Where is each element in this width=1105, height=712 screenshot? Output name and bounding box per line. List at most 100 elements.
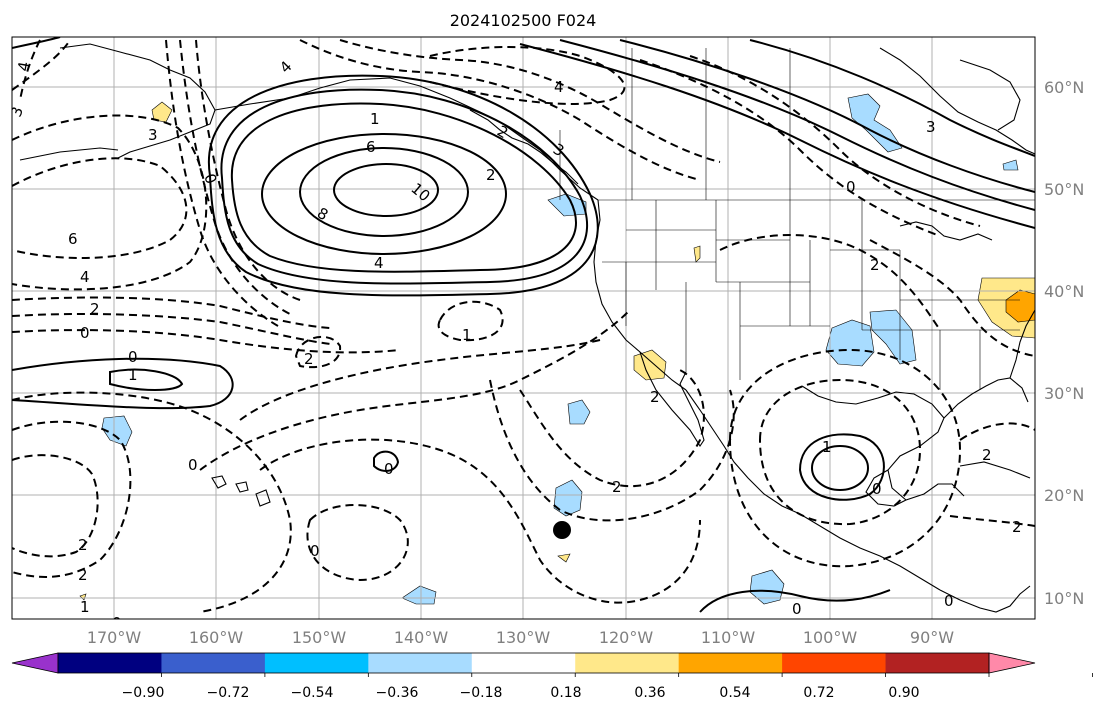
- contour-label: 2: [486, 166, 496, 184]
- colorbar-outline: [57, 652, 990, 674]
- contour-label: 1: [80, 598, 90, 616]
- contour-label: 2: [78, 566, 88, 584]
- lat-tick-label: 30°N: [1044, 384, 1084, 403]
- contour-neg-canada-4: [429, 46, 626, 105]
- blue-patch-baja-west: [567, 399, 591, 425]
- coast-central-america: [939, 585, 1031, 613]
- contour-neg-east-pac-2: [519, 369, 705, 488]
- contour-label: 2: [90, 300, 100, 318]
- colorbar-tick-label: 0.18: [550, 685, 581, 701]
- contour-neg-west-0: [12, 329, 401, 354]
- contour-label: 6: [366, 138, 376, 156]
- contour-label: 0: [944, 592, 954, 610]
- contour-neg-hawaii-1: [12, 391, 292, 613]
- contour-label: 0: [872, 480, 882, 498]
- lon-tick-labels: 170°W 160°W 150°W 140°W 130°W 120°W 110°…: [87, 628, 954, 647]
- contour-neg-south-2: [259, 438, 701, 604]
- colorbar-tick-label: −0.18: [460, 685, 503, 701]
- colorbar-segment: [678, 653, 783, 673]
- contour-neg-hawaii-3: [12, 454, 99, 558]
- contour-high-10: [333, 163, 439, 217]
- lon-tick-label: 120°W: [599, 628, 654, 647]
- contour-neg-east-us-2: [719, 234, 941, 331]
- map-panel: 4 3 3 0 4 6 8 10 4 1 3 2 2 3 0 4 6 4 2 0…: [12, 37, 1035, 619]
- contour-gulf-low: [798, 433, 885, 501]
- contour-neg-gulf-1: [758, 378, 922, 526]
- coast-alaska: [59, 43, 216, 159]
- map-frame: [11, 36, 1036, 620]
- contour-label: 2: [870, 256, 880, 274]
- blue-patch-east-pacific: [553, 479, 583, 517]
- contour-neg-trough-3: [165, 39, 279, 327]
- contour-neg-south-1: [306, 504, 409, 582]
- lon-tick-label: 90°W: [910, 628, 954, 647]
- contour-neg-caribbean-2: [949, 515, 1035, 527]
- yellow-patch-small-1: [557, 553, 571, 563]
- contour-neg-gulf-2: [728, 348, 962, 568]
- contour-small-0: [373, 450, 400, 472]
- colorbar-tick-label: −0.36: [376, 685, 419, 701]
- colorbar-tick-label: 0.36: [634, 685, 665, 701]
- contour-high-2: [207, 74, 599, 297]
- lat-tick-label: 60°N: [1044, 78, 1084, 97]
- colorbar-tick-labels: −0.90 −0.72 −0.54 −0.36 −0.18 0.18 0.36 …: [122, 685, 920, 701]
- contour-label: 2: [304, 350, 314, 368]
- colorbar-segment: [368, 653, 473, 673]
- contour-neg-gulf-ak: [299, 39, 701, 181]
- contour-neg-west-1: [12, 313, 331, 345]
- lon-tick-label: 110°W: [701, 628, 756, 647]
- lon-tick-label: 160°W: [189, 628, 244, 647]
- contour-label: 4: [374, 254, 384, 272]
- coast-aleutians: [19, 147, 119, 161]
- contour-label: 0: [384, 460, 394, 478]
- lon-tick-label: 140°W: [394, 628, 449, 647]
- lat-tick-labels: 60°N 50°N 40°N 30°N 20°N 10°N: [1044, 78, 1084, 608]
- lat-tick-label: 50°N: [1044, 180, 1084, 199]
- contour-neg-west-2: [12, 296, 331, 329]
- coast-gulf: [801, 385, 965, 501]
- contour-neg-gulf-ak-2: [339, 39, 721, 163]
- contour-label: 1: [462, 326, 472, 344]
- contour-neg-pac-2: [294, 336, 342, 369]
- contour-high-4: [230, 102, 577, 273]
- contour-neg-east-pac-0: [489, 379, 735, 522]
- contour-neg-alaska-4: [19, 39, 41, 101]
- coast-hawaii-1: [211, 475, 227, 489]
- map-title: 2024102500 F024: [450, 11, 597, 30]
- lat-tick-label: 40°N: [1044, 282, 1084, 301]
- blue-patch-central-us-2: [869, 309, 917, 365]
- contour-neg-trough-2: [179, 39, 291, 315]
- contour-ne-3: [619, 39, 1035, 193]
- blue-patch-hudson: [1002, 159, 1019, 171]
- contour-neg-alaska-3: [12, 39, 71, 91]
- coast-great-lakes: [899, 221, 993, 241]
- contour-neg-trough-1: [195, 39, 301, 301]
- blue-patch-pacnw: [547, 193, 587, 217]
- coast-canada-east: [879, 47, 1035, 155]
- colorbar-segment: [58, 653, 162, 673]
- colorbar-extend-high: [988, 652, 1036, 674]
- orange-patch-east-coast: [1005, 289, 1035, 323]
- contour-label: 4: [80, 268, 90, 286]
- contour-labels: 4 3 3 0 4 6 8 10 4 1 3 2 2 3 0 4 6 4 2 0…: [12, 57, 1022, 619]
- contour-label: 0: [80, 324, 90, 342]
- contour-gulf-inner: [811, 445, 869, 491]
- contour-label: 3: [148, 126, 158, 144]
- colorbar-tick-label: −0.90: [122, 685, 165, 701]
- lon-tick-label: 100°W: [803, 628, 858, 647]
- lat-tick-label: 20°N: [1044, 486, 1084, 505]
- contour-label: 1: [128, 366, 138, 384]
- contour-neg-mid-2: [199, 309, 631, 471]
- colorbar-tick-label: 0.72: [803, 685, 834, 701]
- contour-label: 2: [78, 536, 88, 554]
- colorbar-tick-label: 0.54: [719, 685, 750, 701]
- storm-marker: [553, 521, 571, 539]
- anomaly-shading: [79, 93, 1035, 605]
- colorbar-segment: [885, 653, 990, 673]
- contour-high-8: [299, 147, 469, 237]
- contour-neg-canada-3: [689, 55, 981, 227]
- coast-cuba: [959, 461, 1031, 479]
- contour-label: 1: [370, 110, 380, 128]
- state-borders: [559, 48, 1035, 390]
